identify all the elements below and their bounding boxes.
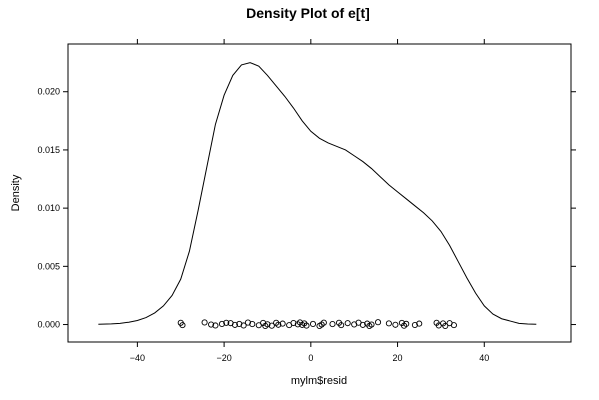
x-tick-label: −20 [216, 353, 231, 363]
y-tick-label: 0.005 [37, 261, 60, 271]
rug-point [359, 321, 366, 328]
rug-point [201, 319, 208, 326]
rug-point [179, 322, 186, 329]
rug-point [442, 322, 449, 329]
rug-point [279, 320, 286, 327]
plot-panel [67, 43, 572, 343]
x-axis: −40 −20 0 20 40 [130, 39, 489, 363]
rug-point [208, 321, 215, 328]
rug-point [344, 320, 351, 327]
rug-point [231, 321, 238, 328]
chart-title: Density Plot of e[t] [246, 5, 370, 21]
y-tick-label: 0.015 [37, 145, 60, 155]
rug-points [177, 319, 457, 329]
rug-point [268, 322, 275, 329]
y-axis-label: Density [10, 174, 22, 211]
rug-point [320, 319, 327, 326]
rug-point [223, 319, 230, 326]
rug-point [290, 319, 297, 327]
y-tick-label: 0.010 [37, 203, 60, 213]
density-curve [98, 62, 537, 325]
rug-point [303, 322, 310, 329]
rug-point [329, 321, 336, 328]
rug-point [403, 320, 410, 327]
rug-point [309, 320, 317, 328]
rug-point [249, 321, 256, 328]
rug-point [368, 321, 375, 328]
rug-point [275, 321, 282, 328]
rug-point [411, 321, 418, 329]
rug-point [240, 322, 247, 329]
rug-point [338, 322, 345, 329]
y-tick-label: 0.020 [37, 87, 60, 97]
x-axis-label: mylm$resid [291, 375, 347, 387]
rug-point [264, 321, 271, 328]
rug-point [450, 322, 457, 329]
x-tick-label: −40 [130, 353, 145, 363]
y-axis: 0.000 0.005 0.010 0.015 0.020 [37, 87, 576, 330]
rug-point [392, 321, 399, 328]
rug-point [218, 320, 225, 328]
x-tick-label: 40 [479, 353, 489, 363]
rug-point [212, 322, 219, 329]
rug-point [416, 320, 423, 327]
x-tick-label: 0 [308, 353, 313, 363]
rug-point [385, 320, 392, 327]
rug-point [374, 319, 382, 326]
x-tick-label: 20 [393, 353, 403, 363]
y-tick-label: 0.000 [37, 320, 60, 330]
